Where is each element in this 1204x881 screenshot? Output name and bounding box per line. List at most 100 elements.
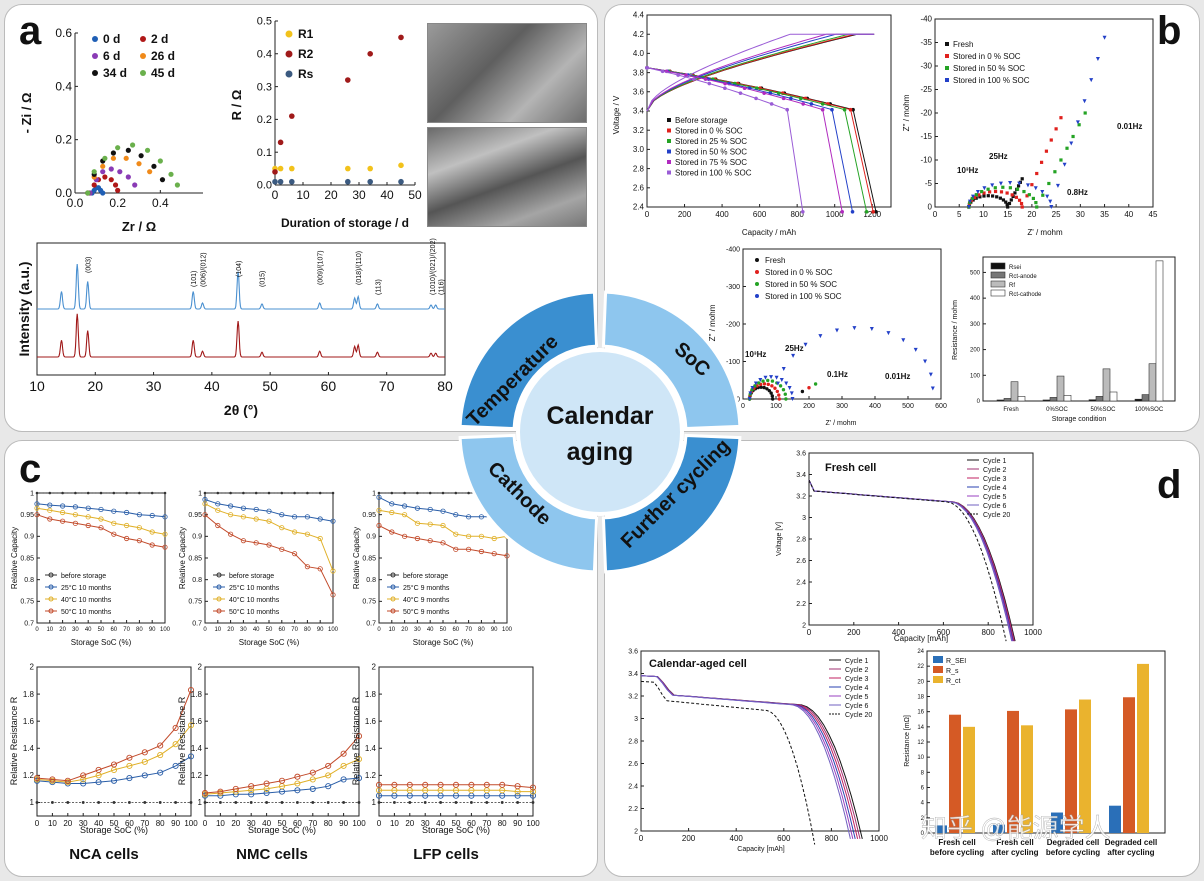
legend-label: 2 d bbox=[151, 32, 168, 46]
y-tick-label: 400 bbox=[970, 296, 981, 302]
x-tick-label: 50 bbox=[98, 627, 105, 633]
x-tick-label: 40 bbox=[85, 627, 92, 633]
x-tick-label: 100 bbox=[352, 819, 366, 828]
data-marker bbox=[1016, 184, 1021, 188]
bar bbox=[949, 714, 961, 833]
y-tick-label: 3 bbox=[634, 716, 638, 723]
x-tick-label: 1200 bbox=[863, 210, 881, 219]
x-tick-label: 600 bbox=[935, 403, 947, 410]
legend-label: Stored in 25 % SOC bbox=[675, 137, 747, 146]
panel-d-charts: 0 200 400 600 800 100022.22.42.62.833.23.43.6… bbox=[628, 450, 1166, 857]
data-marker bbox=[988, 190, 992, 194]
peak-label: (113) bbox=[375, 279, 382, 295]
data-marker bbox=[454, 801, 458, 804]
x-tick-label: 20 bbox=[227, 627, 234, 633]
data-marker bbox=[1001, 185, 1005, 189]
data-marker bbox=[973, 195, 977, 199]
data-marker bbox=[1059, 116, 1063, 120]
data-marker bbox=[1069, 141, 1074, 146]
cell-type-label: NCA cells bbox=[69, 846, 138, 863]
data-marker bbox=[263, 780, 270, 787]
panel-c-charts: 0 10 20 30 40 50 60 70 80 90 1000.70.750.80.850.90… bbox=[9, 490, 540, 863]
x-tick-label: 70 bbox=[465, 627, 472, 633]
data-marker bbox=[389, 501, 395, 507]
plot-frame bbox=[640, 650, 880, 832]
x-tick-label: 30 bbox=[414, 627, 421, 633]
x-tick-label: Fresh cell bbox=[938, 838, 975, 847]
axis-label: Relative Resistance R bbox=[177, 696, 187, 785]
data-marker bbox=[309, 776, 316, 783]
bar bbox=[1049, 397, 1058, 402]
data-marker bbox=[149, 512, 155, 519]
data-marker bbox=[1001, 198, 1006, 202]
x-tick-label: 60 bbox=[321, 378, 337, 394]
resistance-series bbox=[205, 777, 360, 797]
x-tick-label: 80 bbox=[437, 378, 453, 394]
data-marker bbox=[215, 522, 221, 529]
legend-marker bbox=[667, 149, 671, 154]
x-tick-label: 20 bbox=[324, 188, 338, 202]
data-marker bbox=[453, 546, 459, 552]
data-marker bbox=[427, 521, 433, 527]
legend-marker bbox=[933, 666, 943, 673]
data-point bbox=[345, 77, 351, 83]
panel-letter-a: a bbox=[19, 9, 42, 53]
legend-marker bbox=[390, 584, 396, 590]
panel-d: d 0 200 400 600 800 1000 2 2.2 2.4 2.6 2.8 3 3.2 3.4 3… bbox=[604, 440, 1200, 877]
bar bbox=[1155, 260, 1164, 402]
legend-label: Cycle 2 bbox=[845, 667, 868, 674]
data-marker bbox=[48, 491, 52, 495]
y-tick-label: 0.1 bbox=[257, 147, 272, 159]
data-marker bbox=[325, 762, 332, 769]
data-marker bbox=[1019, 201, 1024, 206]
legend-marker bbox=[945, 66, 949, 70]
data-marker bbox=[406, 781, 413, 788]
y-tick-label: -400 bbox=[726, 246, 740, 253]
data-point bbox=[100, 163, 106, 169]
x-tick-label: 60 bbox=[452, 627, 459, 633]
data-marker bbox=[306, 491, 309, 495]
x-tick-label: 100%SOC bbox=[1135, 407, 1164, 413]
data-marker bbox=[340, 776, 347, 783]
legend-label: Cycle 6 bbox=[845, 703, 868, 710]
data-marker bbox=[253, 540, 259, 546]
legend-label: R2 bbox=[298, 47, 314, 61]
annotation: 25Hz bbox=[785, 344, 804, 353]
bar bbox=[1123, 697, 1135, 833]
x-tick-label: 0 bbox=[35, 819, 40, 828]
y-tick-label: 2.4 bbox=[633, 203, 645, 212]
data-marker bbox=[970, 196, 974, 201]
data-marker bbox=[747, 397, 752, 401]
y-tick-label: 3.2 bbox=[633, 126, 645, 135]
x-tick-label: 100 bbox=[328, 627, 339, 633]
peak-label: (015) bbox=[259, 271, 266, 287]
data-marker bbox=[1095, 56, 1100, 61]
x-tick-label: 50 bbox=[110, 819, 119, 828]
legend-marker bbox=[667, 160, 671, 164]
data-marker bbox=[1047, 181, 1051, 186]
legend-label: Cycle 6 bbox=[983, 503, 1006, 510]
legend-marker bbox=[216, 572, 222, 578]
y-tick-label: 0.9 bbox=[192, 534, 202, 541]
data-marker bbox=[499, 781, 506, 788]
panel-letter-c: c bbox=[19, 447, 42, 491]
y-tick-label: 3.6 bbox=[628, 648, 638, 655]
x-tick-label: 200 bbox=[678, 210, 692, 219]
x-tick-label: 20 bbox=[59, 627, 66, 633]
data-marker bbox=[966, 205, 971, 209]
y-tick-label: 12 bbox=[917, 740, 924, 746]
x-tick-label: 20 bbox=[87, 378, 103, 394]
x-tick-label: 200 bbox=[803, 403, 815, 410]
data-marker bbox=[787, 386, 792, 391]
x-axis-label: Capacity / mAh bbox=[742, 228, 796, 237]
legend-marker bbox=[945, 42, 949, 46]
legend-label: Stored in 0 % SOC bbox=[953, 52, 1021, 61]
x-tick-label: 40 bbox=[427, 627, 434, 633]
legend-label: 25°C 10 months bbox=[229, 584, 280, 592]
data-marker bbox=[216, 491, 220, 495]
y-tick-label: 1.2 bbox=[191, 771, 203, 780]
data-marker bbox=[691, 77, 696, 81]
data-marker bbox=[111, 520, 117, 526]
x-tick-label: 800 bbox=[825, 834, 839, 843]
x-tick-label: 70 bbox=[140, 819, 149, 828]
